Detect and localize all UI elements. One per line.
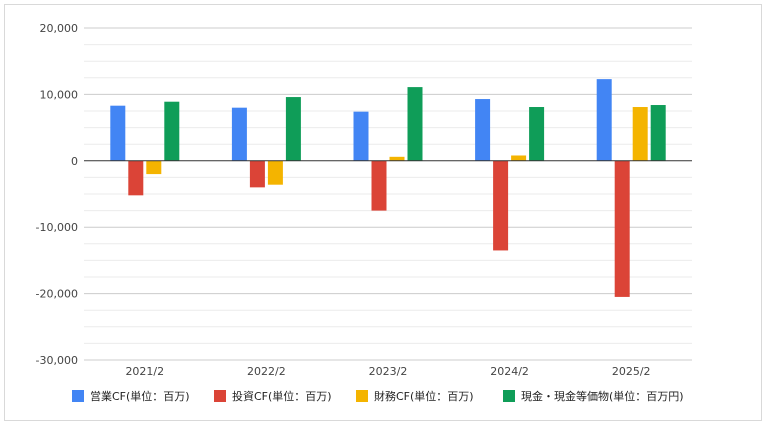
- bar: [475, 99, 491, 161]
- legend-label: 投資CF(単位：百万): [232, 389, 332, 403]
- bar: [110, 105, 126, 161]
- y-tick-label: 0: [71, 155, 78, 168]
- bar: [493, 160, 509, 251]
- y-tick-label: -20,000: [36, 288, 78, 301]
- legend-swatch: [356, 390, 368, 402]
- legend-label: 現金・現金等価物(単位：百万円): [521, 389, 684, 403]
- x-tick-label: 2024/2: [490, 365, 529, 378]
- legend-swatch: [503, 390, 515, 402]
- legend-label: 財務CF(単位：百万): [374, 389, 474, 403]
- bar: [596, 79, 612, 161]
- x-tick-label: 2023/2: [369, 365, 408, 378]
- chart-frame: [4, 4, 762, 421]
- bar: [249, 160, 265, 188]
- grid-lines: [84, 27, 692, 361]
- bar: [371, 160, 387, 211]
- bar: [632, 107, 648, 161]
- bar: [231, 107, 247, 161]
- bar: [267, 160, 283, 185]
- x-tick-label: 2021/2: [125, 365, 164, 378]
- bar: [389, 156, 405, 161]
- bars: [110, 79, 666, 297]
- bar: [529, 107, 545, 161]
- legend-swatch: [214, 390, 226, 402]
- y-tick-label: -30,000: [36, 354, 78, 367]
- bar: [614, 160, 630, 297]
- x-tick-label: 2022/2: [247, 365, 286, 378]
- y-tick-label: 10,000: [40, 88, 79, 101]
- bar: [128, 160, 144, 196]
- axes: 20,000 10,000 0 -10,000 -20,000 -30,000 2021/2…: [36, 22, 692, 378]
- bar: [650, 105, 666, 161]
- legend: 営業CF(単位：百万) 投資CF(単位：百万) 財務CF(単位：百万) 現金・現金等価…: [72, 389, 684, 403]
- bar: [146, 160, 162, 175]
- bar: [353, 111, 369, 161]
- y-tick-label: -10,000: [36, 221, 78, 234]
- legend-swatch: [72, 390, 84, 402]
- bar: [285, 97, 301, 161]
- legend-label: 営業CF(単位：百万): [90, 389, 190, 403]
- x-tick-label: 2025/2: [612, 365, 651, 378]
- bar: [164, 101, 180, 161]
- y-tick-label: 20,000: [40, 22, 79, 35]
- bar: [511, 155, 527, 161]
- bar: [407, 87, 423, 161]
